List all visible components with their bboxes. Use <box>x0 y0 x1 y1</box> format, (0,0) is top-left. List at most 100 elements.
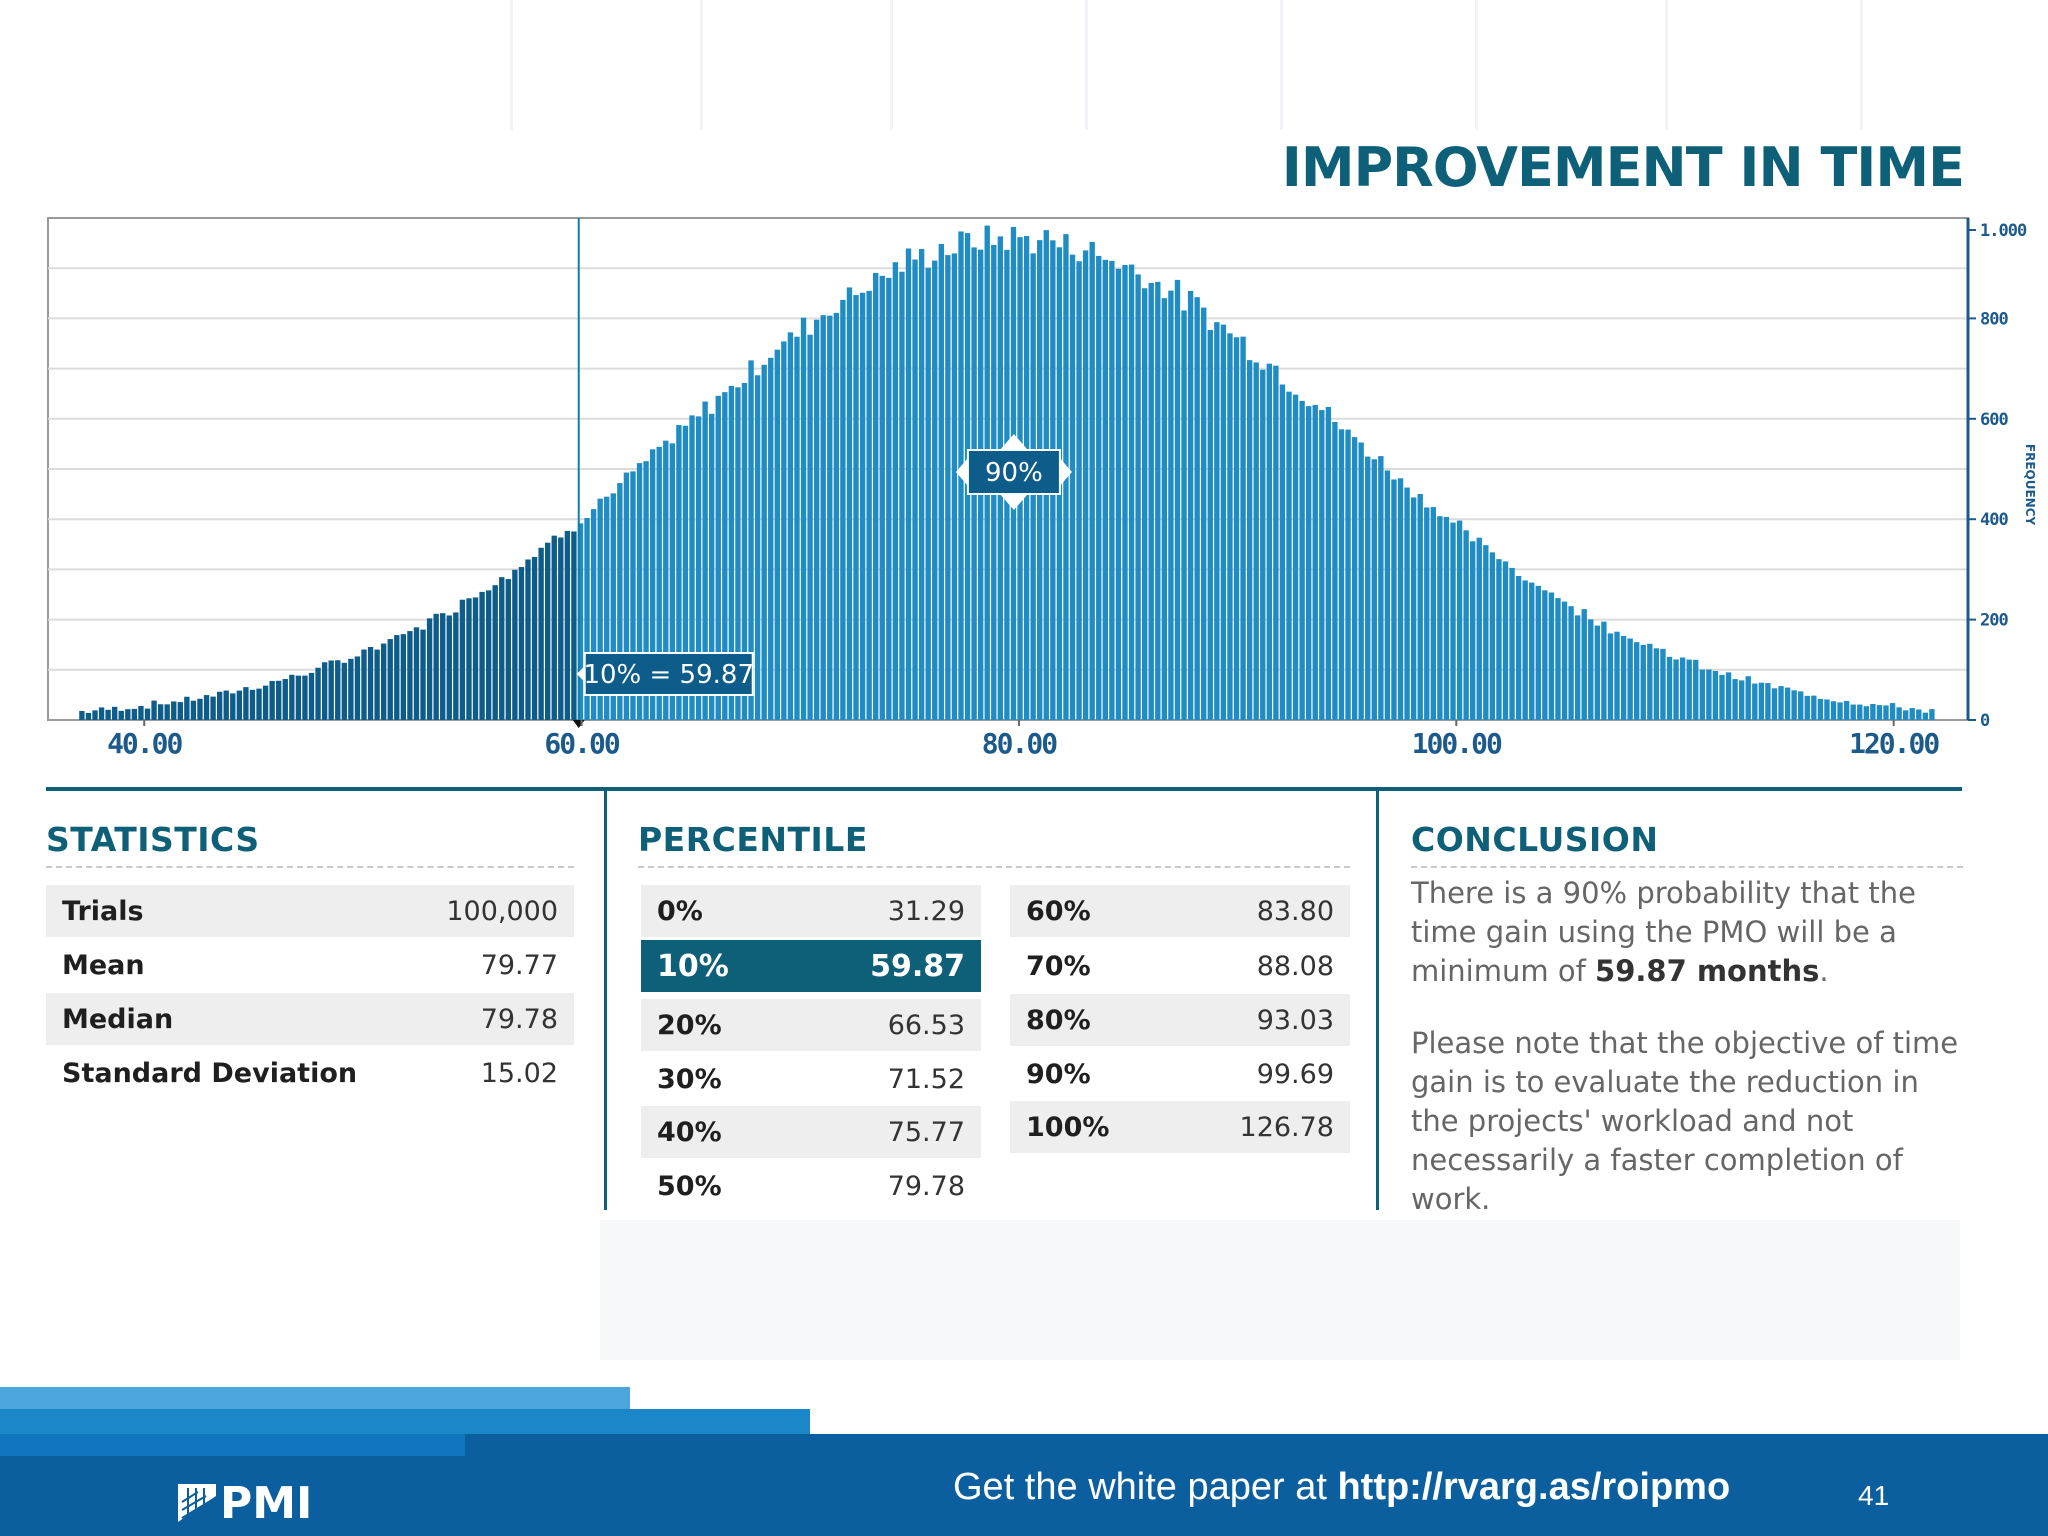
histogram-bar <box>1568 606 1574 720</box>
histogram-bar <box>584 518 590 720</box>
histogram-bar <box>1306 406 1312 720</box>
histogram-bar <box>1843 700 1850 720</box>
histogram-bar <box>879 275 885 720</box>
histogram-bar <box>466 598 472 720</box>
band-label-text: 90% <box>985 458 1043 488</box>
histogram-bar <box>1725 672 1732 720</box>
histogram-bar <box>1220 324 1227 720</box>
x-tick-label: 120.00 <box>1849 727 1939 760</box>
y-tick-label: 200 <box>1980 611 2008 631</box>
histogram-bar <box>79 710 85 720</box>
histogram-bar <box>1312 404 1318 720</box>
histogram-bar <box>433 613 439 720</box>
statistics-row-label: Median <box>62 1003 174 1035</box>
white-paper-link[interactable]: http://rvarg.as/roipmo <box>1337 1466 1731 1508</box>
histogram-bar <box>1214 322 1220 720</box>
histogram-bar <box>1686 659 1692 720</box>
dashed-rule <box>1411 866 1963 868</box>
panel-divider <box>46 787 1962 791</box>
conclusion-text: . <box>1819 954 1829 988</box>
histogram-bar <box>1738 680 1745 720</box>
arrow-down-icon <box>999 494 1028 510</box>
histogram-bar <box>1830 701 1837 720</box>
percentile-row-label: 60% <box>1026 895 1091 927</box>
histogram-bar <box>131 708 138 720</box>
histogram-bar <box>361 649 367 720</box>
statistics-row-value: 100,000 <box>446 895 558 927</box>
histogram-bar <box>1371 459 1377 720</box>
marker-pointer-icon <box>576 666 585 682</box>
percentile-row: 100% 126.78 <box>1010 1101 1350 1153</box>
histogram-bar <box>1253 362 1259 720</box>
histogram-bar <box>709 413 715 720</box>
x-tick-label: 80.00 <box>982 727 1057 760</box>
histogram-bar <box>636 463 643 720</box>
histogram-bar <box>1679 657 1686 720</box>
percentile-row: 50% 79.78 <box>641 1160 981 1212</box>
histogram-bar <box>1437 516 1443 720</box>
histogram-bar <box>1634 642 1640 720</box>
histogram-bar <box>827 315 833 720</box>
histogram-bar <box>1463 530 1469 720</box>
histogram-bar <box>551 535 557 720</box>
histogram-bar <box>118 710 124 720</box>
histogram-bar <box>1476 537 1482 720</box>
dashed-rule <box>638 866 1350 868</box>
footer-prefix: Get the white paper at <box>953 1466 1338 1508</box>
conclusion-text: There is a 90% probability that the time… <box>1411 876 1916 988</box>
histogram-bar <box>945 255 951 720</box>
histogram-bar <box>1811 695 1817 720</box>
histogram-bar <box>485 590 492 720</box>
histogram-bar <box>1601 621 1607 720</box>
histogram-bar <box>354 656 361 720</box>
histogram-bar <box>1496 559 1502 720</box>
histogram-bar <box>1647 643 1653 720</box>
histogram-bar <box>820 315 826 720</box>
histogram-bar <box>1115 268 1122 720</box>
marker-label-box <box>583 652 754 696</box>
histogram-bar <box>1299 400 1305 720</box>
histogram-bar <box>1273 365 1279 720</box>
histogram-bar <box>873 272 879 720</box>
percentile-row-value: 93.03 <box>1256 1004 1334 1036</box>
histogram-bar <box>1246 360 1253 720</box>
percentile-row-value: 75.77 <box>887 1116 965 1148</box>
histogram-bar <box>689 415 695 720</box>
histogram-bar <box>768 357 774 720</box>
histogram-bar <box>938 243 944 720</box>
percentile-row-value: 31.29 <box>887 895 965 927</box>
x-tick-label: 100.00 <box>1412 727 1502 760</box>
histogram-bar <box>892 262 899 720</box>
histogram-bar <box>1719 674 1725 720</box>
percentile-row-label: 90% <box>1026 1058 1091 1090</box>
histogram-bar <box>459 599 466 720</box>
histogram-bar <box>492 585 498 720</box>
histogram-bar <box>1712 670 1719 720</box>
histogram-bar <box>604 496 610 720</box>
statistics-row-label: Mean <box>62 949 145 981</box>
histogram-bar <box>735 387 741 720</box>
histogram-bar <box>951 253 958 720</box>
histogram-bar <box>800 317 807 720</box>
histogram-bar <box>1456 520 1463 720</box>
background-line <box>510 0 513 130</box>
histogram-bar <box>663 440 669 720</box>
histogram-bar <box>1076 261 1082 720</box>
histogram-bar <box>256 688 262 720</box>
arrow-right-icon <box>1059 458 1072 486</box>
conclusion-paragraph-2: Please note that the objective of time g… <box>1411 1026 1959 1216</box>
histogram-bar <box>1181 310 1187 720</box>
histogram-bar <box>676 425 682 720</box>
background-block <box>600 1220 1960 1360</box>
pmi-logo: PMI <box>178 1478 312 1524</box>
histogram-bar <box>1450 522 1456 720</box>
histogram-bar <box>1470 541 1476 720</box>
histogram-bar <box>1417 494 1423 720</box>
histogram-bar <box>846 287 853 720</box>
histogram-bar <box>1515 576 1522 720</box>
histogram-bar <box>1594 625 1601 720</box>
histogram-bar <box>1706 669 1712 720</box>
histogram-bar <box>1660 648 1666 720</box>
histogram-bar <box>98 707 105 720</box>
histogram-bar <box>1201 307 1207 720</box>
